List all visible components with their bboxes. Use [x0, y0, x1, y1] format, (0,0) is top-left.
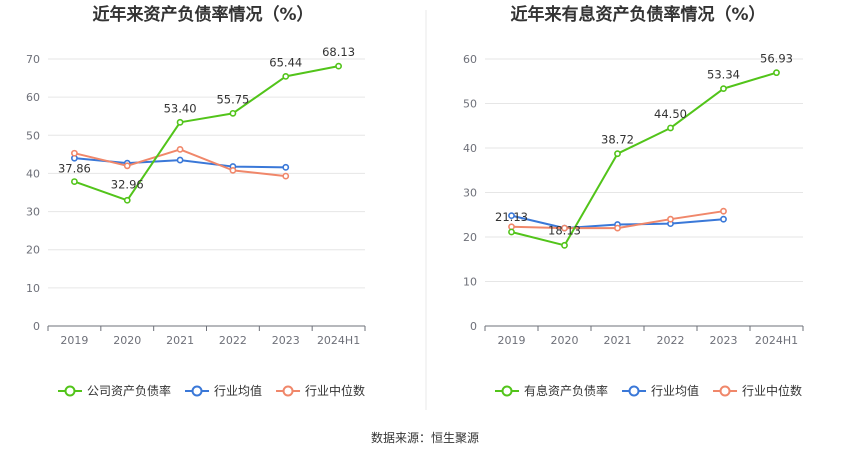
- data-point: [176, 145, 184, 153]
- data-point: [71, 149, 78, 157]
- data-point: [282, 72, 290, 80]
- y-tick-label: 30: [463, 187, 477, 200]
- data-point: [335, 62, 342, 70]
- data-point: [720, 85, 727, 93]
- source-label: 数据来源：恒生聚源: [371, 430, 479, 445]
- data-label: 44.50: [654, 107, 687, 121]
- data-label: 18.13: [548, 223, 581, 237]
- data-point: [667, 215, 674, 223]
- data-label: 38.72: [601, 133, 634, 147]
- x-tick-label: 2024H1: [317, 334, 360, 347]
- data-label: 68.13: [322, 45, 355, 59]
- chart-title: 近年来资产负债率情况（%）: [92, 4, 313, 25]
- y-tick-label: 20: [26, 244, 40, 257]
- x-tick-label: 2022: [219, 334, 247, 347]
- data-point: [123, 162, 131, 170]
- y-tick-label: 10: [463, 276, 477, 289]
- data-point: [773, 69, 780, 77]
- legend-swatch-marker: [64, 385, 76, 397]
- legend-label: 有息资产负债率: [524, 383, 608, 398]
- x-tick-label: 2020: [113, 334, 141, 347]
- x-tick-label: 2024H1: [755, 334, 798, 347]
- data-point: [229, 166, 237, 174]
- y-tick-label: 10: [26, 282, 40, 295]
- legend-label: 行业中位数: [742, 383, 802, 398]
- y-tick-label: 20: [463, 231, 477, 244]
- x-tick-label: 2021: [604, 334, 632, 347]
- legend-swatch-marker: [628, 385, 640, 397]
- legend-label: 行业均值: [651, 383, 699, 398]
- data-point: [282, 172, 290, 180]
- legend-label: 行业中位数: [305, 383, 365, 398]
- y-tick-label: 70: [26, 53, 40, 66]
- series-line-main: [511, 71, 777, 247]
- y-tick-label: 60: [463, 53, 477, 66]
- data-point: [561, 241, 568, 249]
- y-tick-label: 40: [463, 142, 477, 155]
- data-point: [508, 212, 515, 220]
- x-tick-label: 2019: [498, 334, 526, 347]
- legend-label: 行业均值: [214, 383, 262, 398]
- y-tick-label: 0: [470, 320, 477, 333]
- legend-swatch-marker: [501, 385, 513, 397]
- x-tick-label: 2019: [60, 334, 88, 347]
- legend-swatch-marker: [719, 385, 731, 397]
- legend-swatch-marker: [191, 385, 203, 397]
- x-tick-label: 2020: [551, 334, 579, 347]
- x-tick-label: 2021: [166, 334, 194, 347]
- data-label: 53.40: [164, 101, 197, 115]
- data-label: 32.96: [111, 177, 144, 191]
- x-tick-label: 2023: [710, 334, 738, 347]
- data-point: [561, 224, 568, 232]
- legend-swatch-marker: [282, 385, 294, 397]
- y-tick-label: 60: [26, 91, 40, 104]
- y-tick-label: 50: [26, 129, 40, 142]
- x-tick-label: 2022: [657, 334, 685, 347]
- y-tick-label: 30: [26, 206, 40, 219]
- data-point: [667, 124, 674, 132]
- y-tick-label: 0: [33, 320, 40, 333]
- data-label: 65.44: [269, 55, 302, 69]
- data-point: [123, 196, 131, 204]
- y-tick-label: 50: [463, 98, 477, 111]
- legend-label: 公司资产负债率: [87, 383, 171, 398]
- data-label: 21.13: [495, 210, 528, 224]
- data-point: [508, 228, 515, 236]
- series-line-main: [74, 65, 339, 202]
- chart-title: 近年来有息资产负债率情况（%）: [510, 4, 765, 25]
- data-point: [614, 150, 621, 158]
- x-tick-label: 2023: [272, 334, 300, 347]
- data-point: [282, 163, 290, 171]
- data-point: [71, 178, 78, 185]
- data-point: [176, 156, 184, 164]
- y-tick-label: 40: [26, 167, 40, 180]
- data-label: 53.34: [707, 68, 740, 82]
- data-point: [720, 207, 727, 215]
- data-point: [176, 118, 184, 126]
- data-label: 55.75: [216, 92, 249, 106]
- data-point: [229, 109, 237, 117]
- data-label: 56.93: [760, 52, 793, 66]
- data-label: 37.86: [58, 162, 91, 176]
- data-point: [720, 215, 727, 223]
- data-point: [614, 224, 621, 232]
